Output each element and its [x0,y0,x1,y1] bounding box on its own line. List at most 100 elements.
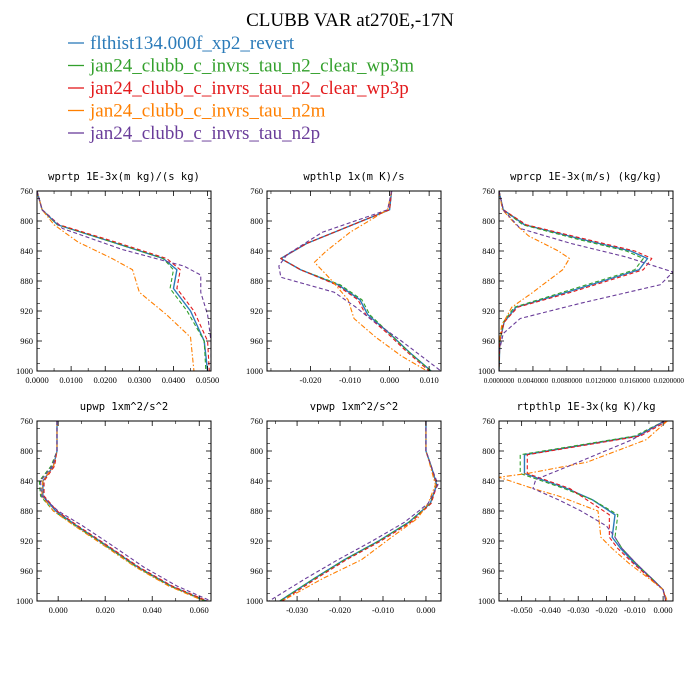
series-line [37,191,207,371]
series-line [37,191,211,371]
x-tick-label: 0.0040000 [518,377,549,385]
series-line [42,421,207,601]
series-line [281,421,436,601]
panel-title: wpthlp 1x(m K)/s [303,171,404,183]
y-tick-label: 960 [250,336,263,346]
legend-entry: jan24_clubb_c_invrs_tau_n2_clear_wp3m [68,56,414,77]
legend-entry: jan24_clubb_c_invrs_tau_n2p [68,123,320,144]
y-tick-label: 760 [250,186,263,196]
chart-panel: vpwp 1xm^2/s^2 760 800 840 880 920 960 1000 -0.0… [246,401,442,615]
y-tick-label: 800 [250,216,263,226]
y-tick-label: 800 [482,216,495,226]
y-tick-label: 880 [482,506,495,516]
y-tick-label: 960 [250,566,263,576]
series-line [499,191,649,371]
plot-frame [36,420,212,602]
x-tick-label: 0.0000000 [484,377,515,385]
y-tick-label: 960 [482,566,495,576]
y-tick-label: 960 [20,336,33,346]
chart-panel: upwp 1xm^2/s^2 760 800 840 880 920 960 1000 0.00… [16,401,212,615]
series-line [38,421,206,601]
legend-label: jan24_clubb_c_invrs_tau_n2p [89,123,320,144]
x-tick-label: 0.0200000 [653,377,684,385]
series-line [39,421,211,601]
y-tick-label: 760 [20,416,33,426]
x-tick-label: 0.000 [416,605,435,615]
plot-frame [266,190,442,372]
panel-title: vpwp 1xm^2/s^2 [310,401,399,413]
series-group [499,421,668,601]
legend: flthist134.000f_xp2_revertjan24_clubb_c_… [68,33,414,144]
legend-entry: jan24_clubb_c_invrs_tau_n2m [68,101,326,122]
series-line [499,191,673,371]
series-line [499,191,644,371]
y-tick-label: 880 [20,506,33,516]
series-group [268,421,439,601]
y-tick-label: 840 [250,246,263,256]
y-tick-label: 800 [20,446,33,456]
series-line [278,191,441,371]
panel-title: rtpthlp 1E-3x(kg K)/kg [516,401,655,413]
panel-title: wprtp 1E-3x(m kg)/(s kg) [48,171,200,183]
x-tick-label: 0.020 [96,605,115,615]
x-tick-label: 0.000 [654,605,673,615]
series-line [279,421,438,601]
series-line [523,421,667,601]
y-tick-label: 840 [250,476,263,486]
legend-entry: jan24_clubb_c_invrs_tau_n2_clear_wp3p [68,78,409,99]
x-tick-label: 0.0080000 [552,377,583,385]
series-line [37,191,195,371]
series-line [43,421,208,601]
x-tick-label: 0.040 [143,605,162,615]
x-tick-label: 0.060 [190,605,209,615]
y-tick-label: 920 [482,536,495,546]
x-tick-label: -0.030 [286,605,308,615]
x-tick-label: -0.010 [372,605,394,615]
x-tick-label: 0.0120000 [586,377,617,385]
y-tick-label: 880 [250,276,263,286]
series-group [38,421,211,601]
y-tick-label: 1000 [16,366,33,376]
plot-frame [36,190,212,372]
series-line [519,421,667,601]
x-tick-label: 0.0400 [162,375,185,385]
x-tick-label: -0.030 [567,605,589,615]
panel-title: wprcp 1E-3x(m/s) (kg/kg) [510,171,662,183]
x-tick-label: -0.010 [624,605,646,615]
y-tick-label: 920 [20,536,33,546]
legend-label: jan24_clubb_c_invrs_tau_n2_clear_wp3m [89,56,414,77]
y-tick-label: 840 [482,246,495,256]
legend-label: jan24_clubb_c_invrs_tau_n2m [89,101,326,122]
x-tick-label: 0.000 [380,375,399,385]
y-tick-label: 1000 [16,596,33,606]
series-line [499,421,668,601]
y-tick-label: 1000 [478,366,495,376]
series-line [499,191,570,371]
x-tick-label: -0.050 [511,605,533,615]
y-tick-label: 1000 [246,596,263,606]
x-tick-label: -0.020 [329,605,351,615]
x-tick-label: 0.0160000 [620,377,651,385]
series-line [532,421,667,601]
series-line [280,191,432,371]
y-tick-label: 880 [20,276,33,286]
x-tick-label: -0.040 [539,605,561,615]
y-tick-label: 920 [20,306,33,316]
y-tick-label: 960 [482,336,495,346]
chart-panel: rtpthlp 1E-3x(kg K)/kg 760 800 840 880 920 960… [478,401,674,615]
y-tick-label: 880 [482,276,495,286]
y-tick-label: 840 [20,476,33,486]
chart-panel: wprcp 1E-3x(m/s) (kg/kg) 760 800 840 880 920 9… [478,171,684,385]
x-tick-label: 0.000 [49,605,68,615]
y-tick-label: 920 [482,306,495,316]
y-tick-label: 760 [250,416,263,426]
x-tick-label: -0.020 [596,605,618,615]
y-tick-label: 800 [482,446,495,456]
series-line [268,421,439,601]
y-tick-label: 760 [482,416,495,426]
series-line [526,421,668,601]
figure-title: CLUBB VAR at270E,-17N [246,10,454,31]
series-line [499,191,653,371]
series-line [279,421,438,601]
